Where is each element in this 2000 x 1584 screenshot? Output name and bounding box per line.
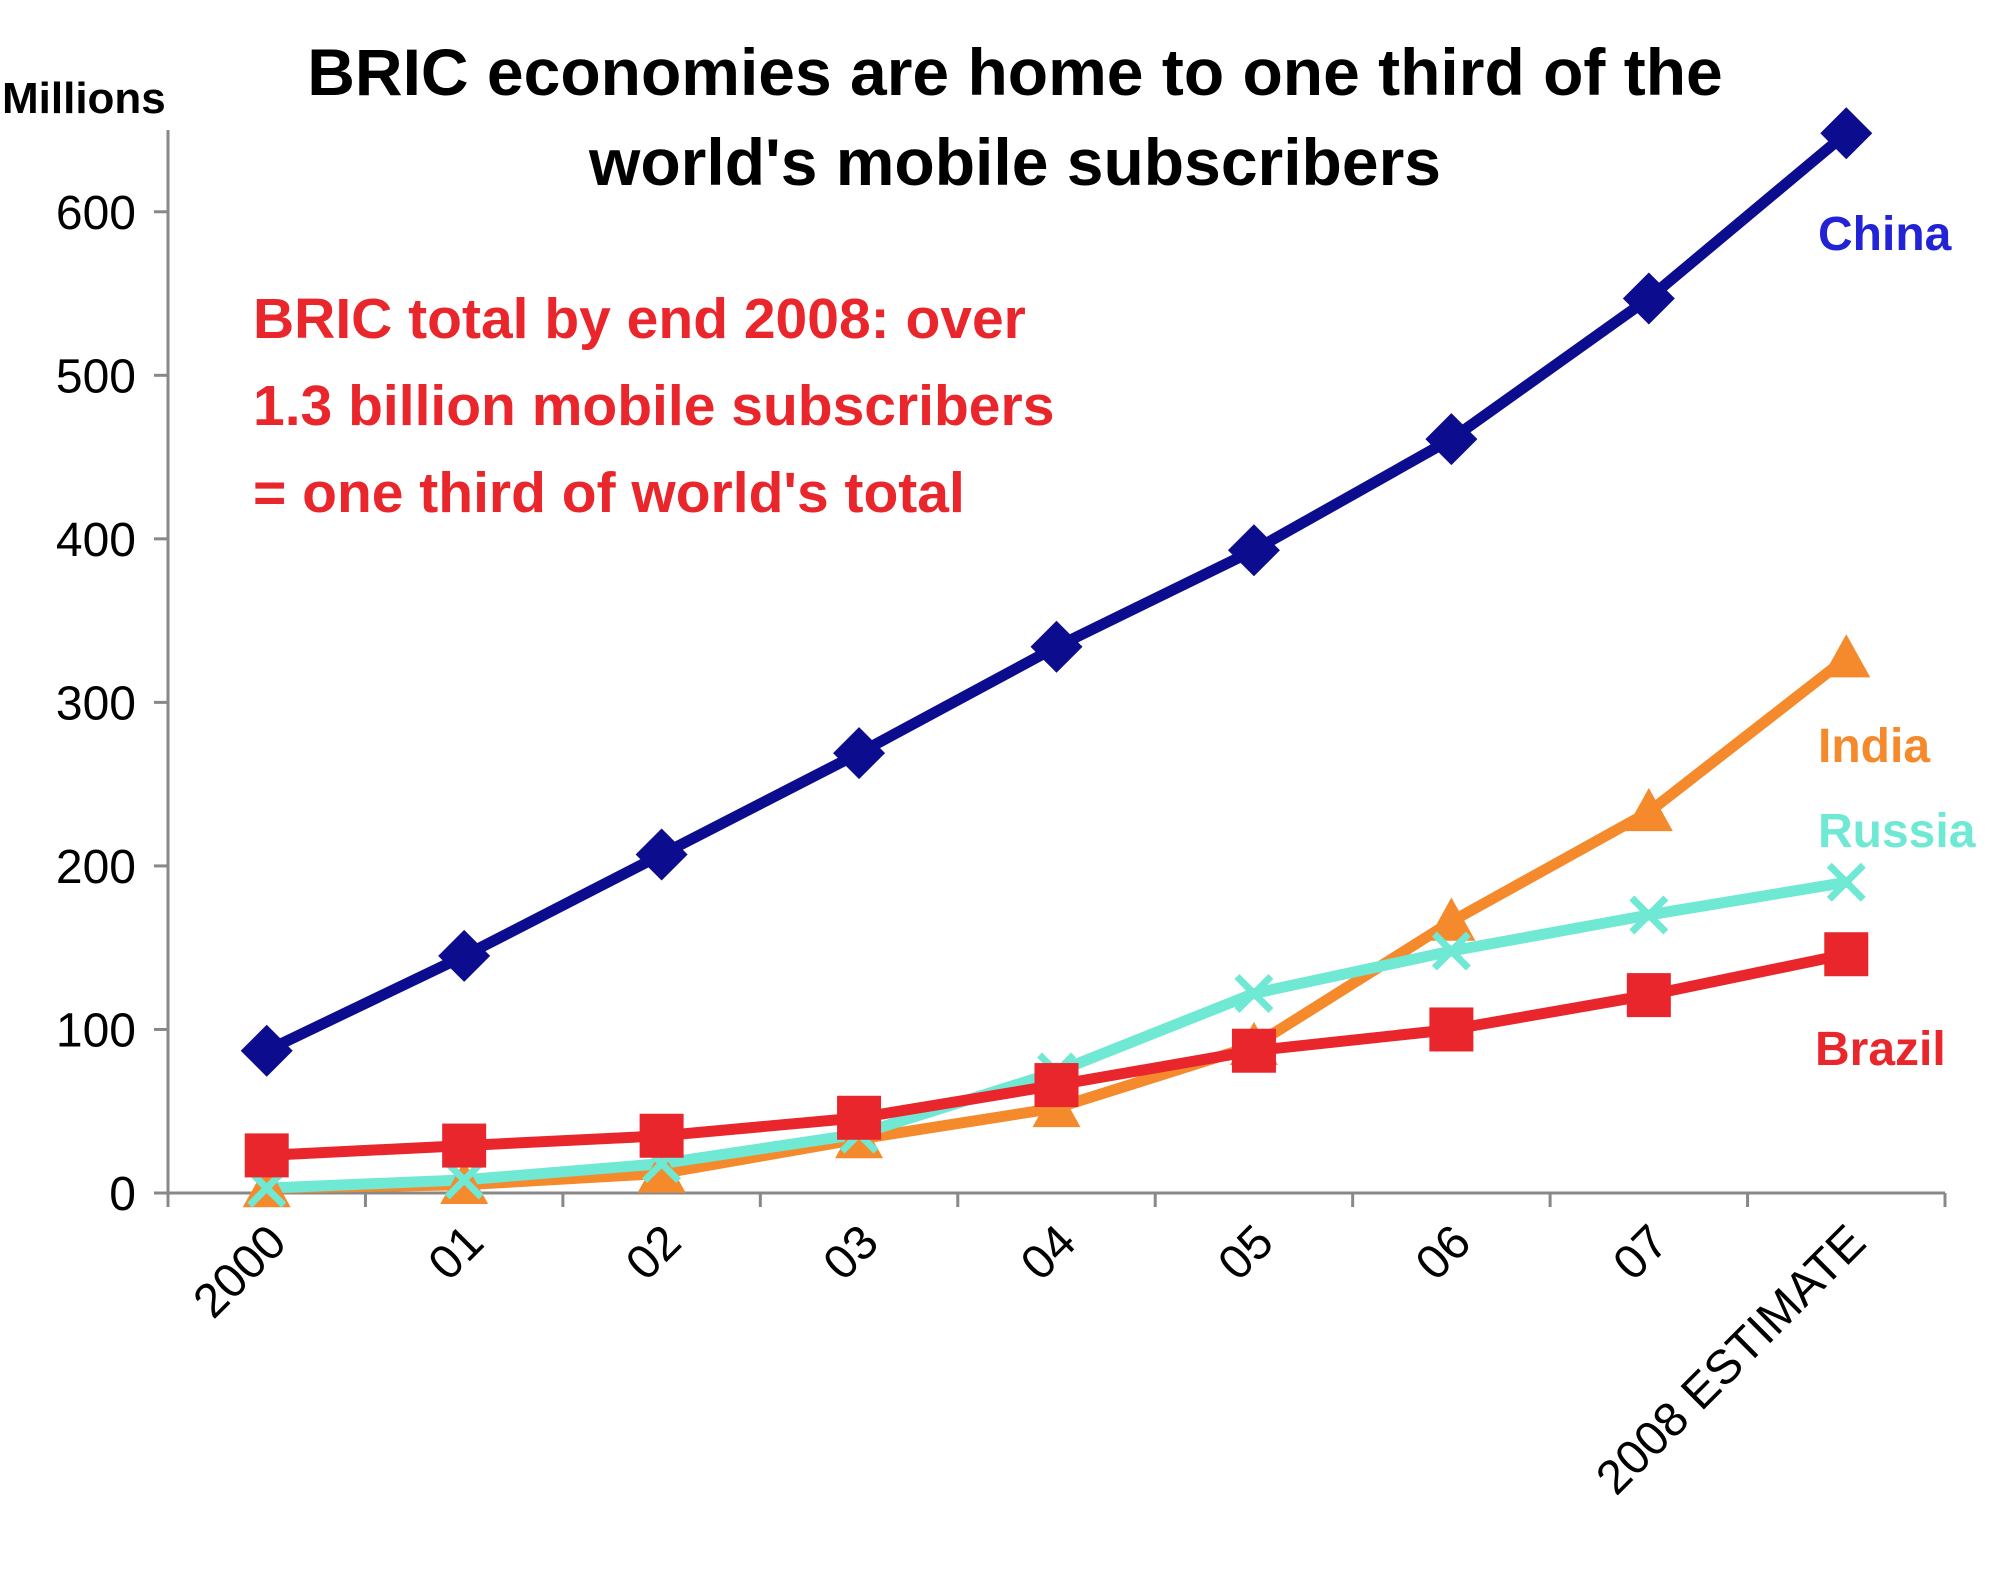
series-label-russia: Russia [1818,805,1976,858]
x-tick-label: 05 [1208,1215,1283,1290]
data-point-china [1622,272,1675,325]
data-point-brazil [837,1095,882,1140]
annotation-line-2: 1.3 billion mobile subscribers [253,374,1054,438]
data-point-china [1227,524,1280,577]
data-point-brazil [1231,1028,1276,1073]
data-point-russia [1629,895,1669,935]
y-tick-label: 400 [56,514,136,567]
series-label-india: India [1818,720,1930,773]
chart-title-line-2: world's mobile subscribers [588,125,1441,199]
data-point-china [833,727,886,780]
x-tick-label: 01 [419,1215,494,1290]
data-point-china [1425,413,1478,466]
annotation-line-3: = one third of world's total [253,461,965,525]
data-point-brazil [1626,973,1671,1018]
data-point-brazil [1034,1063,1079,1108]
x-tick-label: 07 [1603,1215,1678,1290]
data-point-india [637,1149,686,1193]
y-tick-label: 300 [56,677,136,730]
series-label-china: China [1818,208,1952,261]
x-tick-label: 04 [1011,1215,1086,1290]
data-point-russia [444,1160,484,1200]
data-point-brazil [1429,1007,1474,1052]
data-point-russia [1826,862,1866,902]
series-line-china [261,127,1852,1057]
data-point-china [240,1024,293,1077]
data-point-china [635,828,688,881]
data-point-china [438,929,491,982]
data-point-brazil [442,1123,487,1168]
data-point-brazil [244,1133,289,1178]
x-tick-label: 2000 [184,1215,297,1328]
data-point-russia [1431,931,1471,971]
x-tick-label: 03 [814,1215,889,1290]
x-tick-label: 06 [1406,1215,1481,1290]
series-label-brazil: Brazil [1815,1023,1946,1076]
y-tick-label: 0 [109,1168,136,1221]
y-axis-label: Millions [2,74,166,123]
data-point-china [1820,107,1873,160]
annotation-line-1: BRIC total by end 2008: over [253,287,1026,351]
chart-title-line-1: BRIC economies are home to one third of … [307,35,1723,109]
data-point-brazil [639,1113,684,1158]
y-tick-label: 500 [56,350,136,403]
y-tick-label: 100 [56,1004,136,1057]
data-point-china [1030,620,1083,673]
data-point-india [1427,897,1476,941]
data-point-india [1624,787,1673,832]
data-point-brazil [1824,932,1869,977]
y-tick-label: 600 [56,187,136,240]
series-markers [240,107,1873,1208]
data-point-russia [1234,974,1274,1013]
y-tick-label: 200 [56,841,136,894]
x-tick-label: 02 [616,1215,691,1290]
data-point-india [1822,634,1871,678]
